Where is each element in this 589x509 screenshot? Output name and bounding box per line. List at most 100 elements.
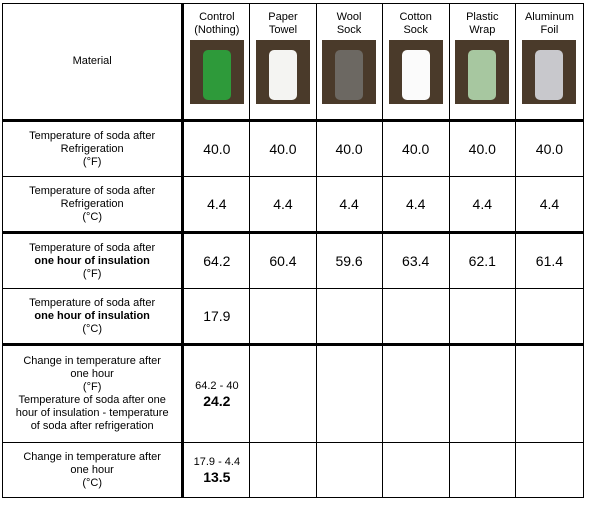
table-row: Temperature of soda after one hour of ins… xyxy=(1,288,585,346)
row-label: Change in temperature after one hour (°C) xyxy=(1,442,185,498)
formula: 17.9 - 4.4 xyxy=(193,456,241,468)
value-cell xyxy=(315,344,383,443)
value-cell: 64.2 - 40 24.2 xyxy=(182,344,251,443)
value-cell xyxy=(315,442,383,498)
insulation-table: Material Control (Nothing) Paper Towel Wool S… xyxy=(1,3,585,498)
material-object xyxy=(268,50,297,100)
result: 13.5 xyxy=(203,469,231,485)
material-photo xyxy=(255,40,310,104)
column-header: Wool Sock xyxy=(315,3,383,122)
value-cell xyxy=(514,344,585,443)
value-cell: 4.4 xyxy=(514,176,585,234)
value-cell: 40.0 xyxy=(381,120,450,177)
column-header-line: Control xyxy=(199,11,235,23)
column-header-line: Cotton xyxy=(399,11,432,23)
formula: 64.2 - 40 xyxy=(195,380,239,392)
header-row: Material Control (Nothing) Paper Towel Wool S… xyxy=(1,3,585,122)
column-header: Control (Nothing) xyxy=(182,3,251,122)
value-cell xyxy=(315,288,383,346)
row-label-line: hour of insulation - temperature xyxy=(15,407,169,419)
value-cell: 40.0 xyxy=(182,120,251,177)
row-label-line: Change in temperature after xyxy=(23,355,161,367)
value-cell xyxy=(249,344,317,443)
row-label-line: (°F) xyxy=(82,381,102,393)
value-cell xyxy=(514,288,585,346)
column-header-line: Foil xyxy=(540,24,559,36)
value-cell: 40.0 xyxy=(448,120,516,177)
material-photo xyxy=(388,40,443,104)
value-cell: 4.4 xyxy=(315,176,383,234)
row-label-line: Temperature of soda after xyxy=(29,241,156,254)
value-cell: 4.4 xyxy=(448,176,516,234)
value-cell xyxy=(514,442,585,498)
value-cell xyxy=(249,288,317,346)
column-header: Paper Towel xyxy=(249,3,317,122)
table-row: Change in temperature after one hour (°F) T… xyxy=(1,344,585,443)
material-photo xyxy=(322,40,377,104)
material-photo xyxy=(189,40,244,104)
value-cell xyxy=(448,344,516,443)
value-cell: 4.4 xyxy=(182,176,251,234)
row-label-line: of soda after refrigeration xyxy=(30,420,154,432)
row-label-line: one hour xyxy=(70,368,114,380)
column-header-line: Sock xyxy=(336,24,362,36)
material-object xyxy=(335,50,364,100)
value-cell: 4.4 xyxy=(249,176,317,234)
value-cell xyxy=(448,288,516,346)
column-header-line: Towel xyxy=(268,24,298,36)
value-cell xyxy=(249,442,317,498)
column-header-line: Paper xyxy=(268,11,298,23)
table-row: Temperature of soda after Refrigeration (°… xyxy=(1,120,585,177)
row-label: Temperature of soda after Refrigeration (°… xyxy=(1,120,185,177)
row-label-line: one hour of insulation xyxy=(34,254,150,267)
row-label-line: Change in temperature after xyxy=(23,450,161,463)
material-object xyxy=(401,50,430,100)
column-header-line: Wool xyxy=(336,11,362,23)
material-object xyxy=(202,50,231,100)
row-label-line: Temperature of soda after xyxy=(29,184,156,197)
value-cell: 40.0 xyxy=(315,120,383,177)
row-label-line: (°C) xyxy=(82,476,102,489)
row-label-line: Temperature of soda after xyxy=(29,296,156,309)
value-cell xyxy=(381,442,450,498)
value-cell: 60.4 xyxy=(249,232,317,289)
column-header: Cotton Sock xyxy=(381,3,450,122)
column-header-line: Sock xyxy=(403,24,428,36)
row-label: Temperature of soda after one hour of ins… xyxy=(1,232,185,289)
table-row: Change in temperature after one hour (°C) 1… xyxy=(1,442,585,498)
value-cell: 64.2 xyxy=(182,232,251,289)
row-label-line: Refrigeration xyxy=(60,142,124,155)
value-cell xyxy=(448,442,516,498)
value-cell: 62.1 xyxy=(448,232,516,289)
value-cell: 40.0 xyxy=(249,120,317,177)
table-row: Temperature of soda after one hour of ins… xyxy=(1,232,585,289)
value-cell: 4.4 xyxy=(381,176,450,234)
value-cell: 59.6 xyxy=(315,232,383,289)
material-object xyxy=(535,50,564,100)
header-label: Material xyxy=(1,3,185,122)
value-cell: 40.0 xyxy=(514,120,585,177)
table-row: Temperature of soda after Refrigeration (°… xyxy=(1,176,585,234)
column-header: Plastic Wrap xyxy=(448,3,516,122)
row-label-line: (°C) xyxy=(82,322,102,335)
value-cell: 17.9 xyxy=(182,288,251,346)
value-cell: 63.4 xyxy=(381,232,450,289)
row-label-line: (°F) xyxy=(82,155,102,168)
row-label-line: (°C) xyxy=(82,210,102,223)
value-cell xyxy=(381,344,450,443)
value-cell: 17.9 - 4.4 13.5 xyxy=(182,442,251,498)
row-label: Temperature of soda after Refrigeration (°… xyxy=(1,176,185,234)
row-label-line: Temperature of soda after one xyxy=(18,394,166,406)
material-photo xyxy=(455,40,510,104)
value-cell xyxy=(381,288,450,346)
column-header-line: Wrap xyxy=(469,24,496,36)
column-header: Aluminum Foil xyxy=(514,3,585,122)
column-header-line: Aluminum xyxy=(524,11,574,23)
material-photo xyxy=(522,40,577,104)
column-header-line: (Nothing) xyxy=(194,24,240,36)
column-header-line: Plastic xyxy=(466,11,499,23)
row-label: Change in temperature after one hour (°F) T… xyxy=(1,344,185,443)
result: 24.2 xyxy=(203,393,231,409)
row-label-line: one hour xyxy=(70,463,114,476)
row-label-line: (°F) xyxy=(82,267,102,280)
